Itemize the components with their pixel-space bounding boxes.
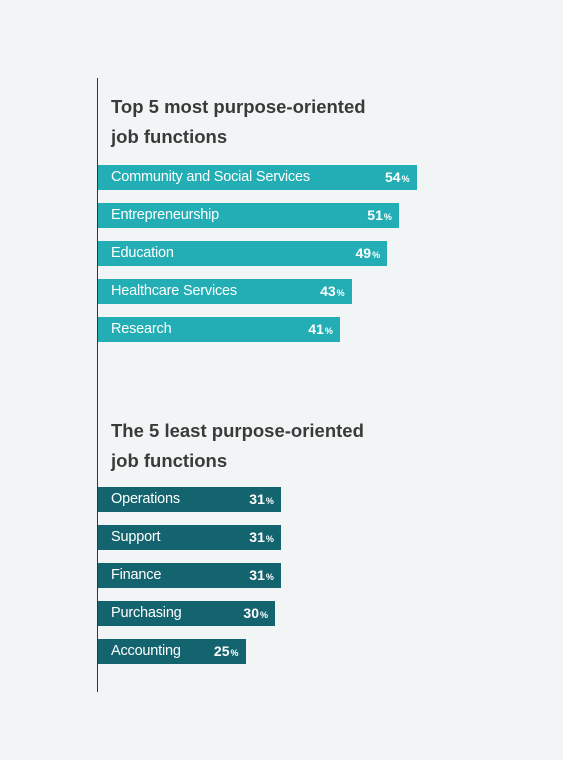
bar-label: Accounting bbox=[111, 643, 181, 659]
bar-label: Support bbox=[111, 529, 161, 545]
vertical-axis-line bbox=[97, 78, 98, 692]
bar-value-label: 31% bbox=[249, 563, 274, 590]
bar-value-unit: % bbox=[265, 572, 274, 582]
top-chart-title: Top 5 most purpose-oriented job function… bbox=[111, 92, 366, 152]
bar-label: Finance bbox=[111, 567, 162, 583]
bar-value-number: 49 bbox=[355, 245, 372, 261]
bar: Entrepreneurship 51% bbox=[98, 203, 399, 228]
bar: Education 49% bbox=[98, 241, 388, 268]
bar: Operations 31% bbox=[98, 487, 281, 512]
bar-value-unit: % bbox=[259, 610, 268, 620]
bar-value-unit: % bbox=[324, 326, 333, 336]
bar: Community and Social Services 54% bbox=[98, 165, 417, 190]
bar: Accounting 25% bbox=[98, 639, 246, 664]
bar-value-unit: % bbox=[336, 288, 345, 298]
bar-value-label: 30% bbox=[243, 601, 268, 628]
bar-label: Entrepreneurship bbox=[111, 207, 220, 223]
bar-value-unit: % bbox=[230, 648, 239, 658]
bar-value-label: 25% bbox=[214, 639, 239, 666]
bar-value-number: 31 bbox=[249, 567, 265, 583]
bottom-chart-title-line2: job functions bbox=[111, 450, 228, 471]
bar-value-label: 31% bbox=[249, 487, 274, 514]
top-chart-title-line1: Top 5 most purpose-oriented bbox=[111, 96, 366, 117]
bar-value-label: 54% bbox=[385, 165, 410, 192]
bar-label: Operations bbox=[111, 491, 180, 507]
bar: Healthcare Services 43% bbox=[98, 279, 352, 304]
bar: Support 31% bbox=[98, 525, 281, 550]
bar-value-unit: % bbox=[265, 534, 274, 544]
bar-value-unit: % bbox=[372, 250, 381, 260]
bottom-chart-title: The 5 least purpose-oriented job functio… bbox=[111, 416, 364, 476]
top-chart-title-line2: job functions bbox=[111, 126, 228, 147]
bottom-chart-title-line1: The 5 least purpose-oriented bbox=[111, 420, 364, 441]
bar-label: Purchasing bbox=[111, 605, 182, 621]
bar-value-number: 41 bbox=[308, 321, 324, 337]
bar-value-label: 41% bbox=[308, 317, 333, 344]
bar: Finance 31% bbox=[98, 563, 281, 588]
top-chart-bars: Community and Social Services 54% Entrepre… bbox=[98, 165, 417, 355]
bar-value-number: 31 bbox=[249, 491, 265, 507]
bar-value-unit: % bbox=[401, 174, 410, 184]
bar-value-label: 49% bbox=[356, 241, 381, 268]
bar-label: Education bbox=[111, 245, 174, 261]
bar: Purchasing 30% bbox=[98, 601, 275, 626]
bar-value-label: 31% bbox=[249, 525, 274, 552]
bar-label: Healthcare Services bbox=[111, 283, 237, 299]
bar-value-number: 30 bbox=[243, 605, 259, 621]
bar-label: Research bbox=[111, 321, 172, 337]
bar-value-number: 43 bbox=[320, 283, 336, 299]
bar-label: Community and Social Services bbox=[111, 169, 310, 185]
bar-value-label: 51% bbox=[367, 203, 392, 230]
bar-value-label: 43% bbox=[320, 279, 345, 306]
bar-value-number: 31 bbox=[249, 529, 265, 545]
bar-value-number: 25 bbox=[213, 643, 230, 659]
bar: Research 41% bbox=[98, 317, 340, 342]
bar-value-number: 54 bbox=[385, 169, 401, 185]
bottom-chart-bars: Operations 31% Support 31% Finance 31% Purchas… bbox=[98, 487, 281, 677]
bar-value-unit: % bbox=[383, 212, 392, 222]
bar-value-number: 51 bbox=[367, 207, 383, 223]
bar-value-unit: % bbox=[265, 496, 274, 506]
